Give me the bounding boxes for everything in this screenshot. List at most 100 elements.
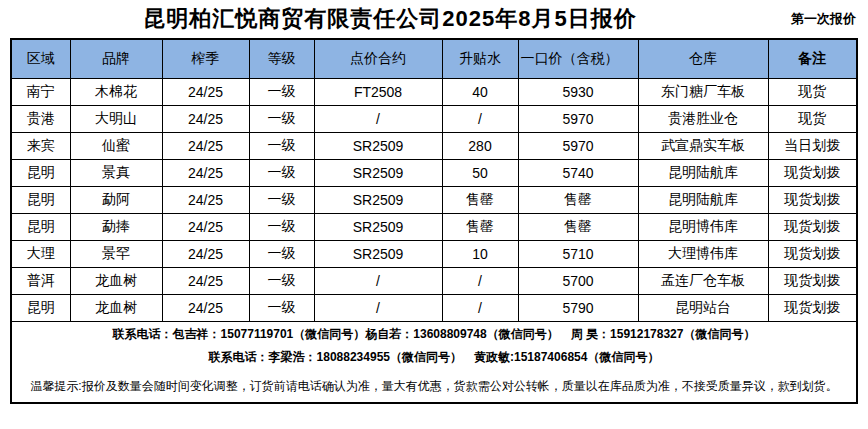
cell-brand: 大明山: [70, 106, 162, 133]
column-header-brand: 品牌: [70, 40, 162, 79]
cell-contract: SR2509: [314, 241, 442, 268]
column-header-season: 榨季: [162, 40, 249, 79]
cell-premium: 40: [442, 79, 518, 106]
cell-warehouse: 昆明站台: [638, 295, 768, 322]
cell-warehouse: 孟连厂仓车板: [638, 268, 768, 295]
cell-price: 5700: [518, 268, 638, 295]
cell-premium: 50: [442, 160, 518, 187]
cell-warehouse: 昆明陆航库: [638, 187, 768, 214]
cell-brand: 龙血树: [70, 295, 162, 322]
table-footer: 联系电话：包吉祥：15077119701（微信同号）杨自若：1360880974…: [12, 322, 856, 402]
cell-season: 24/25: [162, 268, 249, 295]
cell-warehouse: 贵港胜业仓: [638, 106, 768, 133]
quote-round-label: 第一次报价: [791, 10, 856, 28]
column-header-grade: 等级: [249, 40, 314, 79]
cell-premium: /: [442, 106, 518, 133]
cell-brand: 勐阿: [70, 187, 162, 214]
cell-contract: FT2508: [314, 79, 442, 106]
column-header-warehouse: 仓库: [638, 40, 768, 79]
tips-line: 温馨提示:报价及数量会随时间变化调整，订货前请电话确认为准，量大有优惠，货款需公…: [16, 374, 852, 398]
cell-brand: 景真: [70, 160, 162, 187]
cell-grade: 一级: [249, 133, 314, 160]
price-table: 区域品牌榨季等级点价合约升贴水一口价（含税）仓库备注 南宁木棉花24/25一级F…: [12, 40, 856, 322]
cell-remark: 现货划拨: [768, 295, 856, 322]
cell-season: 24/25: [162, 295, 249, 322]
cell-price: 5970: [518, 106, 638, 133]
cell-remark: 现货划拨: [768, 241, 856, 268]
cell-premium: /: [442, 295, 518, 322]
column-header-region: 区域: [12, 40, 70, 79]
cell-region: 昆明: [12, 214, 70, 241]
cell-grade: 一级: [249, 106, 314, 133]
table-row: 昆明龙血树24/25一级//5790昆明站台现货划拨: [12, 295, 856, 322]
title-bar: 昆明柏汇悦商贸有限责任公司2025年8月5日报价 第一次报价: [0, 0, 868, 38]
price-table-container: 区域品牌榨季等级点价合约升贴水一口价（含税）仓库备注 南宁木棉花24/25一级F…: [10, 38, 858, 404]
cell-remark: 现货: [768, 79, 856, 106]
cell-season: 24/25: [162, 79, 249, 106]
table-row: 普洱龙血树24/25一级//5700孟连厂仓车板现货划拨: [12, 268, 856, 295]
cell-season: 24/25: [162, 214, 249, 241]
cell-region: 昆明: [12, 187, 70, 214]
cell-region: 普洱: [12, 268, 70, 295]
table-row: 贵港大明山24/25一级//5970贵港胜业仓现货: [12, 106, 856, 133]
table-row: 昆明景真24/25一级SR2509505740昆明陆航库现货划拨: [12, 160, 856, 187]
cell-contract: SR2509: [314, 214, 442, 241]
cell-brand: 木棉花: [70, 79, 162, 106]
cell-remark: 现货划拨: [768, 268, 856, 295]
cell-grade: 一级: [249, 268, 314, 295]
cell-region: 昆明: [12, 160, 70, 187]
cell-season: 24/25: [162, 241, 249, 268]
header-row: 区域品牌榨季等级点价合约升贴水一口价（含税）仓库备注: [12, 40, 856, 79]
cell-price: 5790: [518, 295, 638, 322]
cell-contract: SR2509: [314, 133, 442, 160]
table-row: 南宁木棉花24/25一级FT2508405930东门糖厂车板现货: [12, 79, 856, 106]
table-body: 南宁木棉花24/25一级FT2508405930东门糖厂车板现货贵港大明山24/…: [12, 79, 856, 322]
cell-warehouse: 大理博伟库: [638, 241, 768, 268]
cell-region: 大理: [12, 241, 70, 268]
cell-remark: 现货划拨: [768, 214, 856, 241]
cell-region: 南宁: [12, 79, 70, 106]
cell-price: 售罄: [518, 214, 638, 241]
cell-brand: 龙血树: [70, 268, 162, 295]
cell-season: 24/25: [162, 106, 249, 133]
cell-season: 24/25: [162, 133, 249, 160]
cell-brand: 仙蜜: [70, 133, 162, 160]
cell-remark: 现货划拨: [768, 187, 856, 214]
column-header-remark: 备注: [768, 40, 856, 79]
table-row: 来宾仙蜜24/25一级SR25092805970武宣鼎实车板当日划拨: [12, 133, 856, 160]
cell-premium: 10: [442, 241, 518, 268]
cell-warehouse: 东门糖厂车板: [638, 79, 768, 106]
cell-premium: 售罄: [442, 187, 518, 214]
table-row: 昆明勐捧24/25一级SR2509售罄售罄昆明博伟库现货划拨: [12, 214, 856, 241]
cell-price: 5930: [518, 79, 638, 106]
cell-price: 5710: [518, 241, 638, 268]
cell-grade: 一级: [249, 79, 314, 106]
cell-grade: 一级: [249, 214, 314, 241]
cell-region: 来宾: [12, 133, 70, 160]
cell-contract: /: [314, 268, 442, 295]
cell-region: 贵港: [12, 106, 70, 133]
cell-grade: 一级: [249, 241, 314, 268]
cell-contract: SR2509: [314, 187, 442, 214]
cell-grade: 一级: [249, 295, 314, 322]
cell-premium: 280: [442, 133, 518, 160]
cell-premium: 售罄: [442, 214, 518, 241]
page-title: 昆明柏汇悦商贸有限责任公司2025年8月5日报价: [0, 4, 780, 34]
contact-line-2: 联系电话：李梁浩：18088234955（微信同号） 黄政敏:151874068…: [16, 346, 852, 369]
cell-remark: 现货划拨: [768, 160, 856, 187]
cell-remark: 当日划拨: [768, 133, 856, 160]
cell-remark: 现货: [768, 106, 856, 133]
quotation-sheet: 昆明柏汇悦商贸有限责任公司2025年8月5日报价 第一次报价 区域品牌榨季等级点…: [0, 0, 868, 429]
column-header-price: 一口价（含税）: [518, 40, 638, 79]
table-row: 大理景罕24/25一级SR2509105710大理博伟库现货划拨: [12, 241, 856, 268]
cell-region: 昆明: [12, 295, 70, 322]
cell-grade: 一级: [249, 160, 314, 187]
cell-brand: 景罕: [70, 241, 162, 268]
cell-warehouse: 武宣鼎实车板: [638, 133, 768, 160]
table-row: 昆明勐阿24/25一级SR2509售罄售罄昆明陆航库现货划拨: [12, 187, 856, 214]
cell-warehouse: 昆明博伟库: [638, 214, 768, 241]
cell-contract: /: [314, 106, 442, 133]
cell-season: 24/25: [162, 160, 249, 187]
contact-line-1: 联系电话：包吉祥：15077119701（微信同号）杨自若：1360880974…: [16, 323, 852, 346]
cell-price: 5740: [518, 160, 638, 187]
